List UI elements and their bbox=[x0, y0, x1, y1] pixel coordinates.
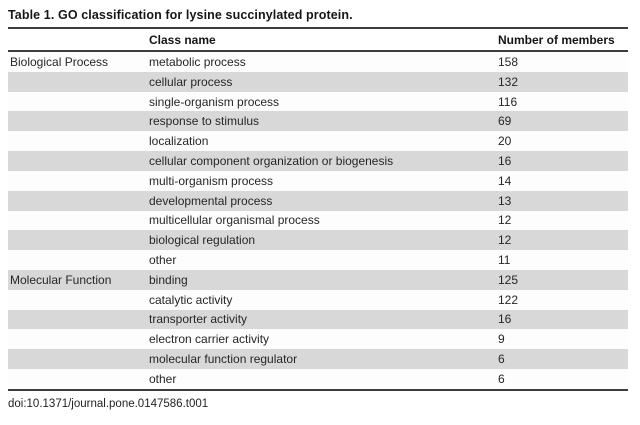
table-row: catalytic activity 122 bbox=[8, 289, 628, 310]
class-name-cell: molecular function regulator bbox=[149, 352, 298, 367]
class-name-cell: other bbox=[149, 371, 177, 386]
class-name-cell: developmental process bbox=[149, 193, 273, 208]
members-cell: 6 bbox=[498, 371, 505, 386]
header-number-of-members: Number of members bbox=[498, 32, 615, 47]
members-cell: 12 bbox=[498, 213, 512, 228]
table-row: Molecular Function binding 125 bbox=[8, 269, 628, 290]
table-row: cellular component organization or bioge… bbox=[8, 151, 628, 171]
table-row: electron carrier activity 9 bbox=[8, 329, 628, 350]
table-row: other 6 bbox=[8, 369, 628, 389]
class-name-cell: cellular component organization or bioge… bbox=[149, 153, 394, 168]
members-cell: 122 bbox=[498, 292, 519, 307]
table-row: Biological Process metabolic process 158 bbox=[8, 52, 628, 72]
members-cell: 20 bbox=[498, 134, 512, 149]
members-cell: 16 bbox=[498, 153, 512, 168]
class-name-cell: single-organism process bbox=[149, 94, 280, 109]
class-name-cell: transporter activity bbox=[149, 312, 248, 327]
class-name-cell: catalytic activity bbox=[149, 292, 233, 307]
table-row: molecular function regulator 6 bbox=[8, 349, 628, 369]
page: Table 1. GO classification for lysine su… bbox=[8, 8, 628, 410]
class-name-cell: binding bbox=[149, 272, 188, 287]
table-title: Table 1. GO classification for lysine su… bbox=[8, 8, 353, 22]
members-cell: 16 bbox=[498, 312, 512, 327]
members-cell: 6 bbox=[498, 352, 505, 367]
table-row: multicellular organismal process 12 bbox=[8, 210, 628, 231]
doi-citation: doi:10.1371/journal.pone.0147586.t001 bbox=[8, 397, 209, 410]
members-cell: 11 bbox=[498, 253, 511, 268]
members-cell: 158 bbox=[498, 54, 519, 69]
members-cell: 12 bbox=[498, 233, 512, 248]
class-name-cell: other bbox=[149, 253, 177, 268]
go-classification-table: Class name Number of members Biological … bbox=[8, 27, 628, 391]
class-name-cell: metabolic process bbox=[149, 54, 246, 69]
class-name-cell: response to stimulus bbox=[149, 114, 260, 129]
members-cell: 69 bbox=[498, 114, 512, 129]
class-name-cell: multi-organism process bbox=[149, 173, 274, 188]
category-cell: Biological Process bbox=[10, 54, 109, 69]
table-row: biological regulation 12 bbox=[8, 230, 628, 251]
table-row: cellular process 132 bbox=[8, 71, 628, 92]
table-row: other 11 bbox=[8, 250, 628, 270]
class-name-cell: localization bbox=[149, 134, 209, 149]
table-row: localization 20 bbox=[8, 131, 628, 152]
table-row: single-organism process 116 bbox=[8, 91, 628, 112]
members-cell: 14 bbox=[498, 173, 512, 188]
table-header-row: Class name Number of members bbox=[8, 29, 628, 52]
members-cell: 116 bbox=[498, 94, 518, 109]
table-row: multi-organism process 14 bbox=[8, 170, 628, 191]
class-name-cell: cellular process bbox=[149, 74, 233, 89]
table-row: transporter activity 16 bbox=[8, 309, 628, 330]
members-cell: 9 bbox=[498, 332, 505, 347]
class-name-cell: biological regulation bbox=[149, 233, 256, 248]
header-class-name: Class name bbox=[149, 32, 216, 47]
members-cell: 132 bbox=[498, 74, 519, 89]
category-cell: Molecular Function bbox=[10, 272, 112, 287]
class-name-cell: multicellular organismal process bbox=[149, 213, 320, 228]
class-name-cell: electron carrier activity bbox=[149, 332, 270, 347]
table-row: developmental process 13 bbox=[8, 190, 628, 211]
members-cell: 13 bbox=[498, 193, 512, 208]
table-row: response to stimulus 69 bbox=[8, 111, 628, 132]
members-cell: 125 bbox=[498, 272, 519, 287]
